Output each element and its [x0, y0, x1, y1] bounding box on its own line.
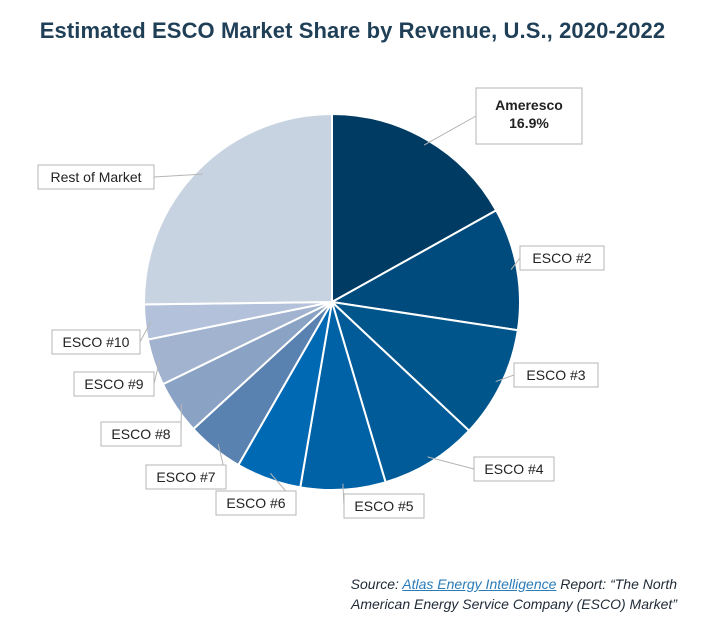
- chart-title: Estimated ESCO Market Share by Revenue, …: [39, 18, 666, 43]
- source-link[interactable]: Atlas Energy Intelligence: [402, 576, 557, 592]
- data-label-ameresco: Ameresco 16.9%: [495, 97, 563, 131]
- pie-slice-esco-3: [328, 300, 520, 433]
- leader-line-esco-4: [427, 456, 475, 470]
- data-label-esco-2: ESCO #2: [532, 250, 591, 266]
- data-label-esco-4: ESCO #4: [484, 461, 543, 477]
- leader-line-esco-2: [510, 257, 521, 270]
- label-box-esco-7: [145, 464, 227, 490]
- label-box-esco-8: [100, 421, 182, 447]
- data-label-esco-10: ESCO #10: [63, 334, 130, 350]
- source-line1-rest: Report: “The North: [556, 576, 677, 592]
- leader-line-rest-of-market: [153, 173, 203, 178]
- data-label-esco-3: ESCO #3: [526, 367, 585, 383]
- data-label-rest-of-market: Rest of Market: [50, 169, 141, 185]
- leader-line-esco-9: [153, 360, 161, 385]
- data-label-esco-6: ESCO #6: [226, 495, 285, 511]
- data-label-esco-5: ESCO #5: [354, 498, 413, 514]
- leader-line-esco-10: [139, 321, 152, 343]
- data-label-esco-7: ESCO #7: [156, 469, 215, 485]
- label-box-ameresco: [475, 87, 583, 145]
- label-box-rest-of-market: [37, 164, 155, 190]
- pie-slice-esco-2: [328, 209, 521, 332]
- pie-slice-esco-4: [329, 298, 471, 484]
- data-label-esco-8: ESCO #8: [111, 426, 170, 442]
- pie-slice-rest-of-market: [143, 112, 333, 306]
- leader-line-esco-3: [495, 374, 515, 383]
- source-line2: American Energy Service Company (ESCO) M…: [351, 596, 677, 612]
- label-box-esco-10: [51, 329, 141, 355]
- data-label-esco-9: ESCO #9: [84, 376, 143, 392]
- source-prefix: Source:: [350, 576, 403, 592]
- label-box-esco-9: [73, 371, 155, 397]
- pie-slice-ameresco: [331, 112, 498, 304]
- label-box-esco-5: [343, 493, 425, 519]
- label-box-esco-2: [519, 245, 605, 271]
- label-box-esco-4: [473, 456, 555, 482]
- leader-line-ameresco: [423, 115, 477, 146]
- label-box-esco-6: [215, 490, 297, 516]
- label-box-esco-3: [513, 362, 599, 388]
- source-note: Source: Atlas Energy Intelligence Report…: [247, 574, 677, 614]
